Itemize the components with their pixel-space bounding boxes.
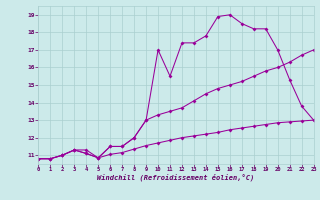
- X-axis label: Windchill (Refroidissement éolien,°C): Windchill (Refroidissement éolien,°C): [97, 174, 255, 181]
